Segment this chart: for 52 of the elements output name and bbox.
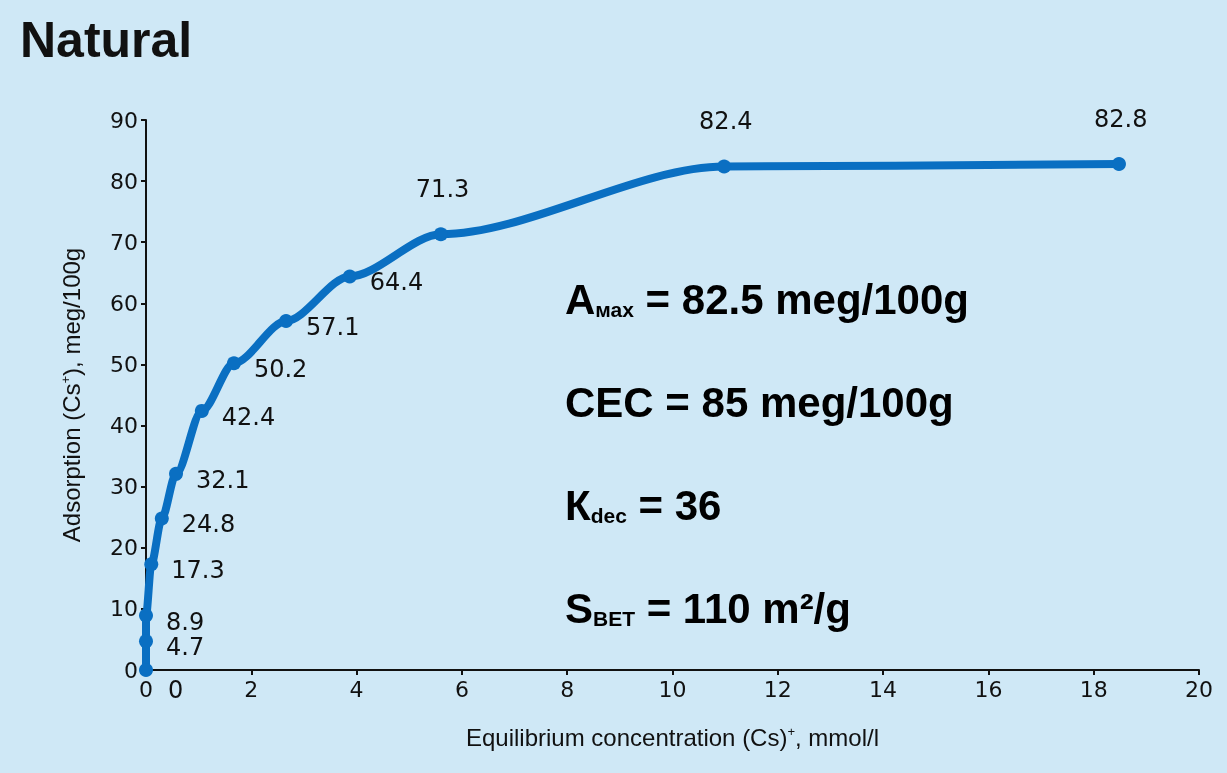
annotation: Aмах = 82.5 meg/100g [565, 275, 969, 323]
y-tick-label: 50 [110, 351, 138, 377]
data-label: 57.1 [306, 313, 360, 342]
point [194, 403, 209, 418]
x-tick-label: 8 [560, 676, 575, 702]
x-tick-label: 4 [349, 676, 364, 702]
point [226, 356, 241, 371]
point [139, 663, 153, 677]
x-tick-label: 20 [1185, 676, 1213, 702]
x-tick-label: 14 [869, 676, 898, 702]
point [139, 634, 153, 649]
chart-title: Natural [20, 12, 193, 68]
data-label: 8.9 [166, 607, 205, 636]
x-tick-label: 6 [454, 676, 469, 702]
y-tick-label: 10 [110, 596, 138, 622]
point [169, 466, 184, 481]
x-tick-label: 16 [974, 676, 1003, 702]
y-tick-label: 30 [110, 474, 138, 500]
data-label: 71.3 [415, 175, 470, 204]
data-label: 82.4 [699, 107, 753, 136]
annotation: Кdec = 36 [565, 481, 722, 529]
point [279, 314, 294, 329]
y-tick-label: 90 [110, 107, 138, 133]
y-tick-label: 60 [110, 290, 138, 316]
data-label: 24.8 [181, 510, 236, 539]
y-tick-label: 40 [110, 413, 138, 439]
x-tick-label: 10 [658, 676, 687, 702]
data-label: 17.3 [171, 556, 225, 585]
y-tick-label: 0 [124, 657, 138, 683]
data-label: 4.7 [166, 633, 205, 662]
x-tick-label: 2 [244, 676, 259, 702]
point [342, 269, 357, 284]
point [144, 557, 159, 572]
data-label: 50.2 [253, 355, 308, 384]
y-axis-title: Adsorption (Cs+), meg/100g [58, 247, 85, 543]
x-tick-label: 12 [763, 676, 792, 702]
annotation: CEC = 85 meg/100g [565, 378, 954, 426]
point [154, 511, 169, 526]
x-tick-label: 18 [1079, 676, 1108, 702]
data-label: 42.4 [221, 402, 276, 431]
point [433, 227, 448, 242]
point [1111, 157, 1126, 171]
point [139, 608, 153, 623]
y-tick-label: 70 [110, 229, 138, 255]
data-label: 64.4 [369, 268, 424, 297]
data-label: 32.1 [196, 465, 250, 494]
y-tick-label: 20 [110, 535, 138, 561]
data-label: 82.8 [1093, 105, 1148, 133]
y-tick-label: 80 [110, 168, 138, 194]
annotation: SBET = 110 m²/g [565, 584, 851, 632]
x-axis-title: Equilibrium concentration (Cs)+, mmol/l [465, 724, 880, 751]
point [717, 159, 732, 174]
